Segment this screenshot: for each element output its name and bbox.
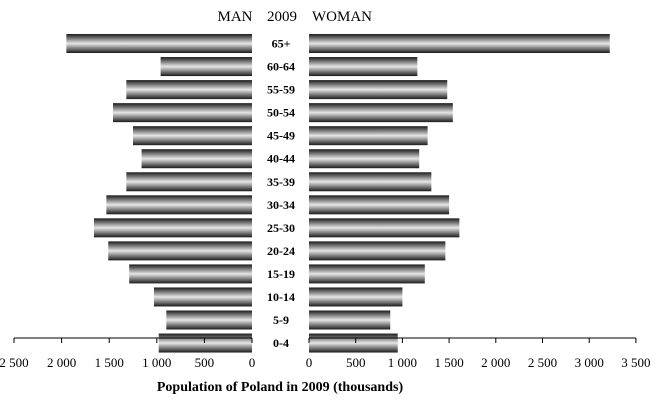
bar-man-40-44 <box>141 149 252 169</box>
man-bars <box>66 34 253 353</box>
bar-man-45-49 <box>133 126 252 146</box>
age-label-5-9: 5-9 <box>273 313 289 327</box>
age-label-20-24: 20-24 <box>267 244 295 258</box>
left-tick-label: 1 500 <box>95 355 124 370</box>
age-label-15-19: 15-19 <box>267 267 295 281</box>
age-label-65+: 65+ <box>272 37 291 51</box>
age-label-10-14: 10-14 <box>267 290 295 304</box>
bar-woman-40-44 <box>309 149 420 169</box>
bar-woman-20-24 <box>309 241 446 261</box>
right-tick-label: 2 000 <box>481 355 510 370</box>
bar-woman-55-59 <box>309 80 448 100</box>
bar-man-65+ <box>66 34 252 54</box>
left-tick-label: 2 000 <box>47 355 76 370</box>
age-label-50-54: 50-54 <box>267 106 295 120</box>
right-tick-label: 2 500 <box>528 355 557 370</box>
bar-woman-0-4 <box>309 333 398 353</box>
bar-woman-5-9 <box>309 310 391 330</box>
bar-man-30-34 <box>106 195 253 215</box>
age-label-45-49: 45-49 <box>267 129 295 143</box>
bar-woman-25-30 <box>309 218 460 238</box>
bar-man-0-4 <box>158 333 252 353</box>
left-tick-label: 2 500 <box>0 355 29 370</box>
left-tick-label: 1 000 <box>142 355 171 370</box>
right-tick-label: 1 000 <box>388 355 417 370</box>
age-label-30-34: 30-34 <box>267 198 295 212</box>
right-tick-label: 500 <box>346 355 366 370</box>
bar-woman-60-64 <box>309 57 418 77</box>
bar-woman-10-14 <box>309 287 403 307</box>
right-axis-ticks: 0 500 1 000 1 500 2 000 2 500 3 000 3 500 <box>306 338 651 370</box>
bar-man-20-24 <box>108 241 252 261</box>
right-tick-label: 0 <box>306 355 313 370</box>
bar-man-35-39 <box>126 172 252 192</box>
x-axis-label: Population of Poland in 2009 (thousands) <box>157 380 404 395</box>
age-label-40-44: 40-44 <box>267 152 295 166</box>
bar-man-25-30 <box>93 218 252 238</box>
left-axis-ticks: 2 500 2 000 1 500 1 000 500 0 <box>0 338 255 370</box>
header-year: 2009 <box>267 9 297 25</box>
bar-man-10-14 <box>153 287 252 307</box>
header-woman: WOMAN <box>312 9 372 25</box>
right-tick-label: 3 000 <box>575 355 604 370</box>
bar-woman-35-39 <box>309 172 432 192</box>
right-tick-label: 3 500 <box>621 355 650 370</box>
bar-man-60-64 <box>160 57 252 77</box>
age-group-labels: 65+ 60-64 55-59 50-54 45-49 40-44 35-39 30-34 25… <box>267 37 295 351</box>
left-tick-label: 0 <box>249 355 256 370</box>
bar-woman-50-54 <box>309 103 453 123</box>
age-label-0-4: 0-4 <box>273 336 289 350</box>
bar-woman-30-34 <box>309 195 450 215</box>
bar-woman-65+ <box>309 34 610 54</box>
left-tick-label: 500 <box>195 355 215 370</box>
bar-man-15-19 <box>129 264 252 284</box>
bar-woman-15-19 <box>309 264 425 284</box>
age-label-25-30: 25-30 <box>267 221 295 235</box>
age-label-55-59: 55-59 <box>267 83 295 97</box>
header-man: MAN <box>217 9 252 25</box>
right-tick-label: 1 500 <box>434 355 463 370</box>
bar-woman-45-49 <box>309 126 428 146</box>
bar-man-50-54 <box>113 103 253 123</box>
age-label-60-64: 60-64 <box>267 60 295 74</box>
bar-man-55-59 <box>126 80 252 100</box>
woman-bars <box>309 34 610 353</box>
age-label-35-39: 35-39 <box>267 175 295 189</box>
bar-man-5-9 <box>166 310 252 330</box>
